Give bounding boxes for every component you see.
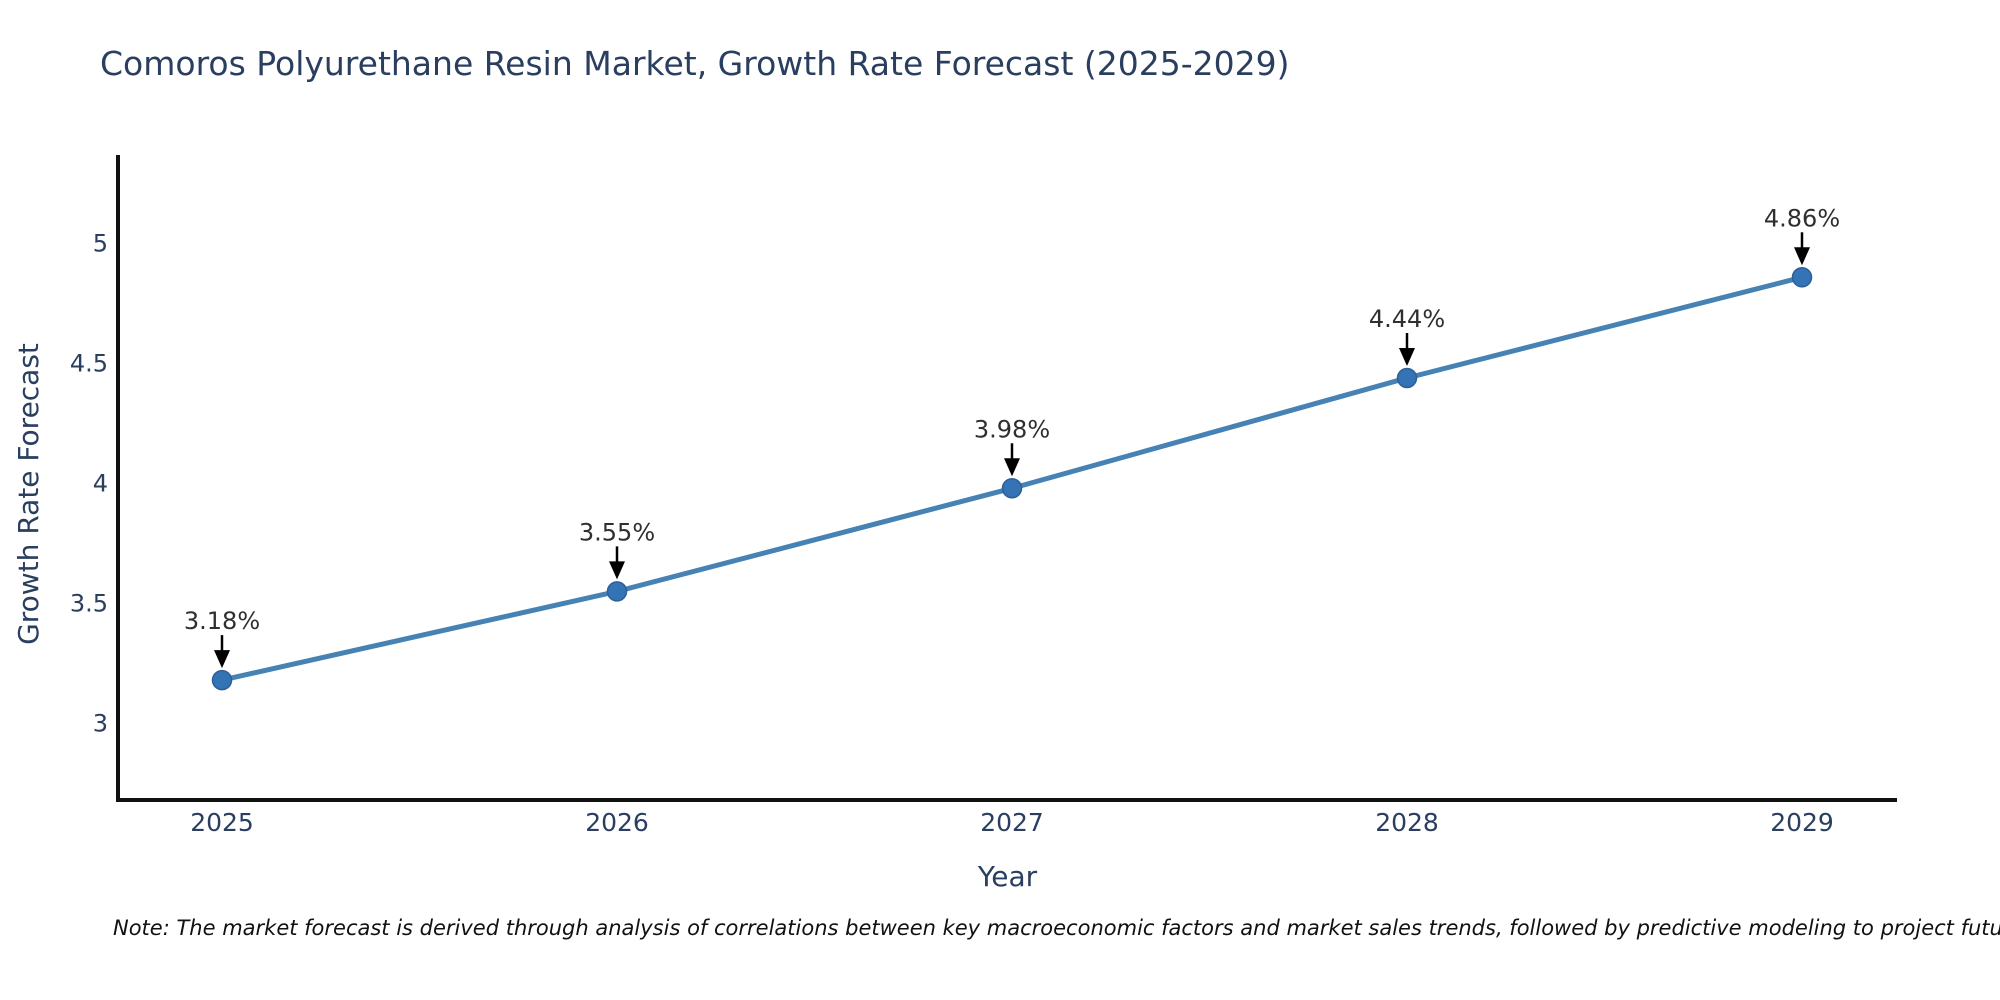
y-tick-label: 3.5 (70, 589, 108, 617)
point-value-label: 4.86% (1764, 204, 1840, 232)
footnote: Note: The market forecast is derived thr… (113, 916, 2000, 940)
x-tick-label: 2026 (585, 808, 649, 837)
y-tick-label: 5 (93, 230, 108, 258)
x-tick-label: 2027 (980, 808, 1044, 837)
chart-title: Comoros Polyurethane Resin Market, Growt… (100, 44, 1290, 83)
point-value-label: 3.18% (184, 607, 260, 635)
data-point-2027[interactable] (1001, 478, 1023, 499)
point-value-label: 3.98% (974, 415, 1050, 443)
data-point-2026[interactable] (606, 581, 628, 602)
annotations: 3.18% 3.55% 3.98% 4.44% 4.86% (184, 204, 1840, 669)
data-point-2025[interactable] (211, 669, 233, 691)
y-tick-label: 4.5 (70, 350, 108, 378)
annotation-arrow-head (609, 561, 625, 580)
data-point-2029[interactable] (1791, 267, 1813, 288)
x-tick-label: 2025 (190, 808, 254, 837)
annotation-arrow-head (214, 650, 230, 669)
data-point-2028[interactable] (1396, 367, 1418, 389)
x-axis-title: Year (977, 860, 1038, 893)
annotation-arrow-head (1004, 458, 1020, 477)
annotation-arrow-head (1399, 347, 1415, 366)
annotation-arrow-head (1794, 247, 1810, 266)
x-tick-label: 2029 (1770, 808, 1834, 837)
point-value-label: 3.55% (579, 518, 655, 546)
x-tick-labels: 2025 2026 2027 2028 2029 (190, 808, 1834, 837)
point-value-label: 4.44% (1369, 305, 1445, 333)
y-tick-label: 3 (93, 709, 108, 737)
axes (116, 155, 1897, 802)
x-tick-label: 2028 (1375, 808, 1439, 837)
y-tick-labels: 3 3.5 4 4.5 5 (70, 230, 108, 738)
y-tick-label: 4 (93, 469, 108, 497)
data-points (211, 267, 1813, 691)
